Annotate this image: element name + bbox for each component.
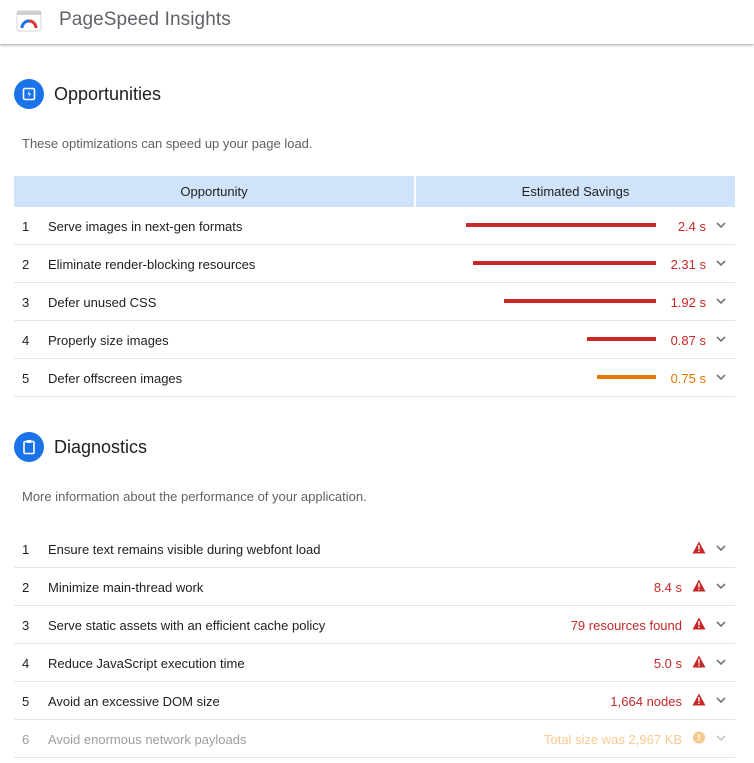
chevron-down-icon[interactable]: [714, 541, 728, 555]
diagnostics-header: Diagnostics: [14, 431, 147, 463]
savings-bar: [597, 375, 656, 379]
diagnostic-row[interactable]: 2 Minimize main-thread work 8.4 s: [14, 568, 735, 606]
diagnostic-value: 1,664 nodes: [610, 694, 682, 709]
chevron-down-icon[interactable]: [714, 693, 728, 707]
column-header-estimated-savings: Estimated Savings: [416, 176, 735, 207]
row-number: 1: [22, 542, 30, 557]
savings-bar: [473, 261, 656, 265]
chevron-down-icon[interactable]: [714, 617, 728, 631]
opportunity-row[interactable]: 2 Eliminate render-blocking resources 2.31…: [14, 245, 735, 283]
diagnostic-value: 5.0 s: [653, 656, 682, 671]
chevron-down-icon[interactable]: [714, 579, 728, 593]
diagnostic-value: 79 resources found: [570, 618, 682, 633]
row-number: 3: [22, 295, 30, 310]
row-number: 5: [22, 694, 30, 709]
diagnostic-label: Minimize main-thread work: [48, 580, 204, 595]
info-circle-icon: [693, 731, 705, 744]
opportunity-label: Serve images in next-gen formats: [48, 219, 243, 234]
row-number: 2: [22, 580, 30, 595]
warning-triangle-icon: [692, 579, 706, 592]
chevron-down-icon[interactable]: [714, 731, 728, 745]
row-number: 4: [22, 656, 30, 671]
diagnostic-row[interactable]: 4 Reduce JavaScript execution time 5.0 s: [14, 644, 735, 682]
opportunity-row[interactable]: 4 Properly size images 0.87 s: [14, 321, 735, 359]
pagespeed-logo-icon: [16, 10, 42, 32]
app-header: PageSpeed Insights: [0, 0, 754, 44]
row-number: 4: [22, 333, 30, 348]
row-number: 2: [22, 257, 30, 272]
opportunities-description: These optimizations can speed up your pa…: [22, 136, 313, 151]
diagnostic-row[interactable]: 3 Serve static assets with an efficient c…: [14, 606, 735, 644]
opportunities-title: Opportunities: [54, 83, 162, 104]
warning-triangle-icon: [692, 617, 706, 630]
chevron-down-icon[interactable]: [714, 332, 728, 346]
diagnostics-title: Diagnostics: [54, 436, 148, 457]
chevron-down-icon[interactable]: [714, 370, 728, 384]
column-header-opportunity: Opportunity: [14, 176, 414, 207]
opportunity-row[interactable]: 1 Serve images in next-gen formats 2.4 s: [14, 207, 735, 245]
savings-value: 2.31 s: [670, 257, 706, 272]
opportunities-header: Opportunities: [14, 78, 161, 110]
warning-triangle-icon: [692, 693, 706, 706]
savings-bar: [504, 299, 656, 303]
opportunities-table-header: Opportunity Estimated Savings: [14, 176, 735, 207]
diagnostic-row[interactable]: 1 Ensure text remains visible during webf…: [14, 530, 735, 568]
diagnostic-label: Reduce JavaScript execution time: [48, 656, 245, 671]
diagnostic-label: Serve static assets with an efficient ca…: [48, 618, 326, 633]
opportunity-label: Defer offscreen images: [48, 371, 183, 386]
savings-value: 0.87 s: [670, 333, 706, 348]
diagnostic-label: Avoid enormous network payloads: [48, 732, 247, 747]
chevron-down-icon[interactable]: [714, 256, 728, 270]
savings-bar: [466, 223, 656, 227]
chevron-down-icon[interactable]: [714, 655, 728, 669]
warning-triangle-icon: [692, 541, 706, 554]
warning-triangle-icon: [692, 655, 706, 668]
diagnostic-row[interactable]: 5 Avoid an excessive DOM size 1,664 nodes: [14, 682, 735, 720]
savings-value: 1.92 s: [670, 295, 706, 310]
opportunity-icon: [14, 79, 44, 109]
opportunity-label: Eliminate render-blocking resources: [48, 257, 256, 272]
diagnostic-row[interactable]: 6 Avoid enormous network payloads Total si…: [14, 720, 735, 758]
app-title: PageSpeed Insights: [59, 9, 231, 30]
opportunity-row[interactable]: 3 Defer unused CSS 1.92 s: [14, 283, 735, 321]
row-number: 5: [22, 371, 30, 386]
opportunity-label: Properly size images: [48, 333, 169, 348]
opportunity-label: Defer unused CSS: [48, 295, 157, 310]
savings-value: 2.4 s: [677, 219, 706, 234]
opportunity-row[interactable]: 5 Defer offscreen images 0.75 s: [14, 359, 735, 397]
savings-bar: [587, 337, 656, 341]
row-number: 1: [22, 219, 30, 234]
chevron-down-icon[interactable]: [714, 218, 728, 232]
savings-value: 0.75 s: [670, 371, 706, 386]
diagnostic-value: Total size was 2,967 KB: [543, 732, 682, 747]
diagnostics-description: More information about the performance o…: [22, 489, 367, 504]
row-number: 6: [22, 732, 30, 747]
diagnostic-value: 8.4 s: [653, 580, 682, 595]
row-number: 3: [22, 618, 30, 633]
chevron-down-icon[interactable]: [714, 294, 728, 308]
clipboard-icon: [14, 432, 44, 462]
diagnostic-label: Avoid an excessive DOM size: [48, 694, 220, 709]
diagnostic-label: Ensure text remains visible during webfo…: [48, 542, 321, 557]
